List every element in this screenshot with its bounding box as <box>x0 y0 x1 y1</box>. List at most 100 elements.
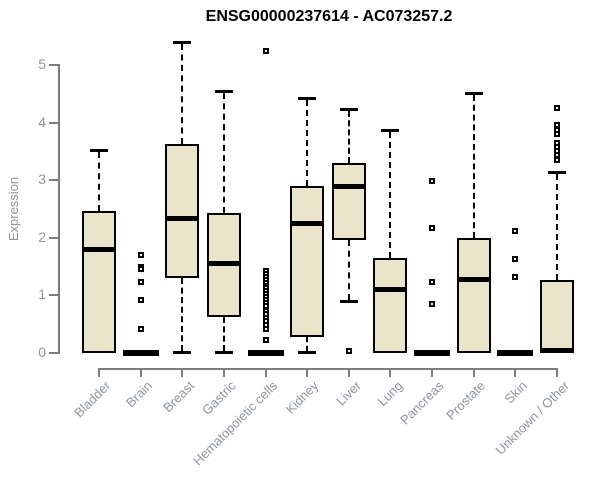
outlier-point <box>345 348 352 355</box>
x-axis-label: Kidney <box>283 378 322 417</box>
flat-box-pancreas <box>414 350 451 356</box>
median-line <box>456 277 491 283</box>
y-tick-label: 5 <box>38 56 46 72</box>
upper-whisker-cap <box>298 96 317 100</box>
outlier-point <box>512 228 519 235</box>
y-tick-label: 4 <box>38 113 46 130</box>
outlier-point <box>137 297 144 303</box>
outlier-point <box>262 302 269 309</box>
y-axis-tick <box>49 64 58 66</box>
y-tick-label: 3 <box>38 171 46 188</box>
upper-whisker-cap <box>90 148 108 152</box>
outlier-point <box>554 157 561 164</box>
x-axis-tick <box>139 368 142 377</box>
x-axis-tick <box>389 368 392 377</box>
y-tick-label: 0 <box>38 344 46 360</box>
outlier-point <box>554 130 561 137</box>
median-line <box>540 348 575 354</box>
outlier-point <box>429 278 436 285</box>
x-axis-tick <box>347 368 350 377</box>
upper-whisker-cap <box>464 92 483 96</box>
box-liver <box>331 162 366 240</box>
lower-whisker <box>306 337 309 351</box>
x-axis-label: Breast <box>159 378 197 416</box>
x-axis-tick <box>181 368 184 377</box>
median-line <box>206 261 241 267</box>
upper-whisker <box>306 99 309 186</box>
upper-whisker <box>222 92 225 214</box>
box-prostate <box>456 237 491 353</box>
median-line <box>290 221 325 227</box>
upper-whisker <box>556 173 559 281</box>
upper-whisker-cap <box>548 170 567 174</box>
x-axis-label: Skin <box>501 378 531 407</box>
box-unknown-other <box>540 280 575 353</box>
median-line <box>373 287 408 293</box>
x-axis-tick <box>472 368 475 377</box>
x-axis-tick <box>514 368 517 377</box>
x-axis-tick <box>98 368 100 377</box>
outlier-point <box>262 325 269 332</box>
outlier-point <box>429 301 436 308</box>
upper-whisker-cap <box>381 128 400 132</box>
upper-whisker <box>98 151 100 211</box>
y-axis-tick <box>49 236 58 239</box>
x-axis-tick <box>264 368 267 377</box>
outlier-point <box>137 266 144 273</box>
upper-whisker <box>181 43 184 145</box>
flat-box-brain <box>122 350 159 356</box>
outlier-point <box>512 256 519 263</box>
x-axis-label: Pancreas <box>397 378 447 428</box>
outlier-point <box>137 252 144 259</box>
lower-whisker-cap <box>339 299 358 303</box>
y-axis-line <box>58 64 60 354</box>
x-axis-label: Brain <box>123 378 156 411</box>
outlier-point <box>262 336 269 343</box>
lower-whisker <box>181 277 184 351</box>
x-axis-label: Unknown / Other <box>492 378 572 458</box>
outlier-point <box>512 273 519 280</box>
y-axis-tick <box>49 121 58 124</box>
x-axis-label: Prostate <box>443 378 489 423</box>
upper-whisker <box>389 131 392 258</box>
lower-whisker-cap <box>298 351 317 354</box>
x-axis-label: Liver <box>332 378 364 409</box>
outlier-point <box>429 177 436 184</box>
y-tick-label: 1 <box>38 286 46 303</box>
x-axis-label: Lung <box>374 378 406 410</box>
upper-whisker <box>472 95 475 238</box>
x-axis-label: Gastric <box>198 378 239 418</box>
outlier-point <box>137 326 144 333</box>
y-axis-tick <box>49 179 58 182</box>
box-bladder <box>82 210 116 353</box>
y-axis-title: Expression <box>6 176 21 242</box>
upper-whisker-cap <box>214 89 233 93</box>
x-axis-tick <box>222 368 225 377</box>
y-axis-tick <box>49 352 58 354</box>
median-line <box>331 183 366 189</box>
median-line <box>82 247 116 253</box>
chart-title: ENSG00000237614 - AC073257.2 <box>205 8 453 25</box>
outlier-point <box>429 225 436 231</box>
median-line <box>165 216 200 222</box>
lower-whisker-cap <box>214 351 233 354</box>
box-lung <box>373 257 408 353</box>
outlier-point <box>554 105 561 112</box>
flat-box-hematopoietic-cells <box>247 350 284 356</box>
box-breast <box>165 144 200 278</box>
flat-box-skin <box>497 350 534 356</box>
box-kidney <box>290 185 325 338</box>
x-axis-tick <box>306 368 309 377</box>
lower-whisker <box>222 316 225 351</box>
y-axis-tick <box>49 294 58 297</box>
upper-whisker <box>347 110 350 163</box>
x-axis-line <box>98 368 559 370</box>
x-axis-tick <box>431 368 434 377</box>
x-axis-tick <box>556 368 559 377</box>
outlier-point <box>137 278 144 285</box>
y-tick-label: 2 <box>38 228 46 245</box>
upper-whisker-cap <box>339 107 358 111</box>
lower-whisker-cap <box>173 351 192 354</box>
x-axis-label: Bladder <box>71 378 114 421</box>
upper-whisker-cap <box>173 40 192 44</box>
